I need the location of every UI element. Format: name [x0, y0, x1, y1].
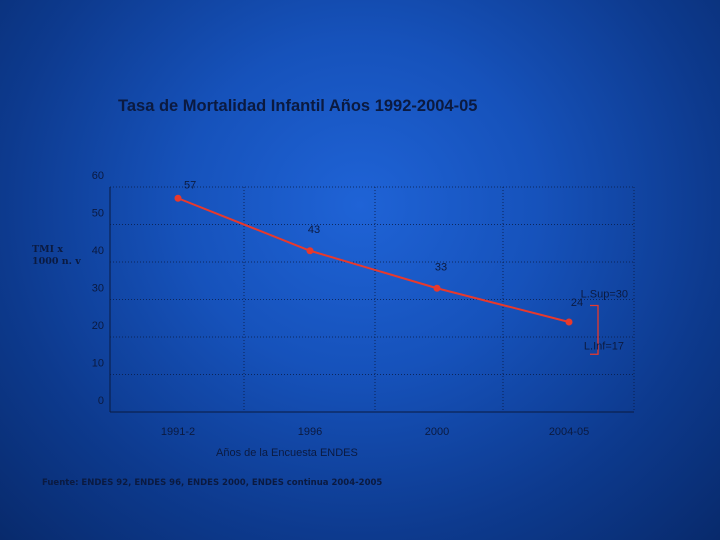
series-line-0 — [177, 197, 570, 323]
y-tick-label-20: 20 — [92, 320, 104, 332]
data-label-3: 24 — [571, 297, 583, 309]
y-tick-label-10: 10 — [92, 358, 104, 370]
y-axis-label-line1: TMI x — [32, 244, 64, 255]
y-tick-label-30: 30 — [92, 283, 104, 295]
data-point-0 — [174, 194, 182, 202]
y-tick-label-50: 50 — [92, 208, 104, 220]
x-tick-label-1: 1996 — [298, 426, 322, 438]
source-note: Fuente: ENDES 92, ENDES 96, ENDES 2000, … — [42, 478, 383, 488]
y-tick-label-40: 40 — [92, 245, 104, 257]
y-axis-label: TMI x 1000 n. v — [32, 244, 81, 268]
data-label-2: 33 — [435, 261, 447, 273]
data-point-2 — [433, 284, 441, 292]
x-tick-label-0: 1991-2 — [161, 426, 195, 438]
annotation-upper-limit: L.Sup=30 — [581, 289, 628, 301]
data-label-1: 43 — [308, 224, 320, 236]
data-point-3 — [565, 318, 573, 326]
x-tick-label-2: 2000 — [425, 426, 449, 438]
y-tick-label-60: 60 — [92, 170, 104, 182]
limit-range-bracket — [590, 304, 599, 355]
data-label-0: 57 — [184, 179, 196, 191]
x-tick-label-3: 2004-05 — [549, 426, 589, 438]
y-tick-label-0: 0 — [98, 395, 104, 407]
chart-title: Tasa de Mortalidad Infantil Años 1992-20… — [118, 97, 478, 115]
y-axis-label-line2: 1000 n. v — [32, 256, 81, 267]
annotation-lower-limit: L.Inf=17 — [584, 340, 624, 352]
data-point-1 — [306, 247, 314, 255]
x-axis-label: Años de la Encuesta ENDES — [216, 447, 358, 459]
